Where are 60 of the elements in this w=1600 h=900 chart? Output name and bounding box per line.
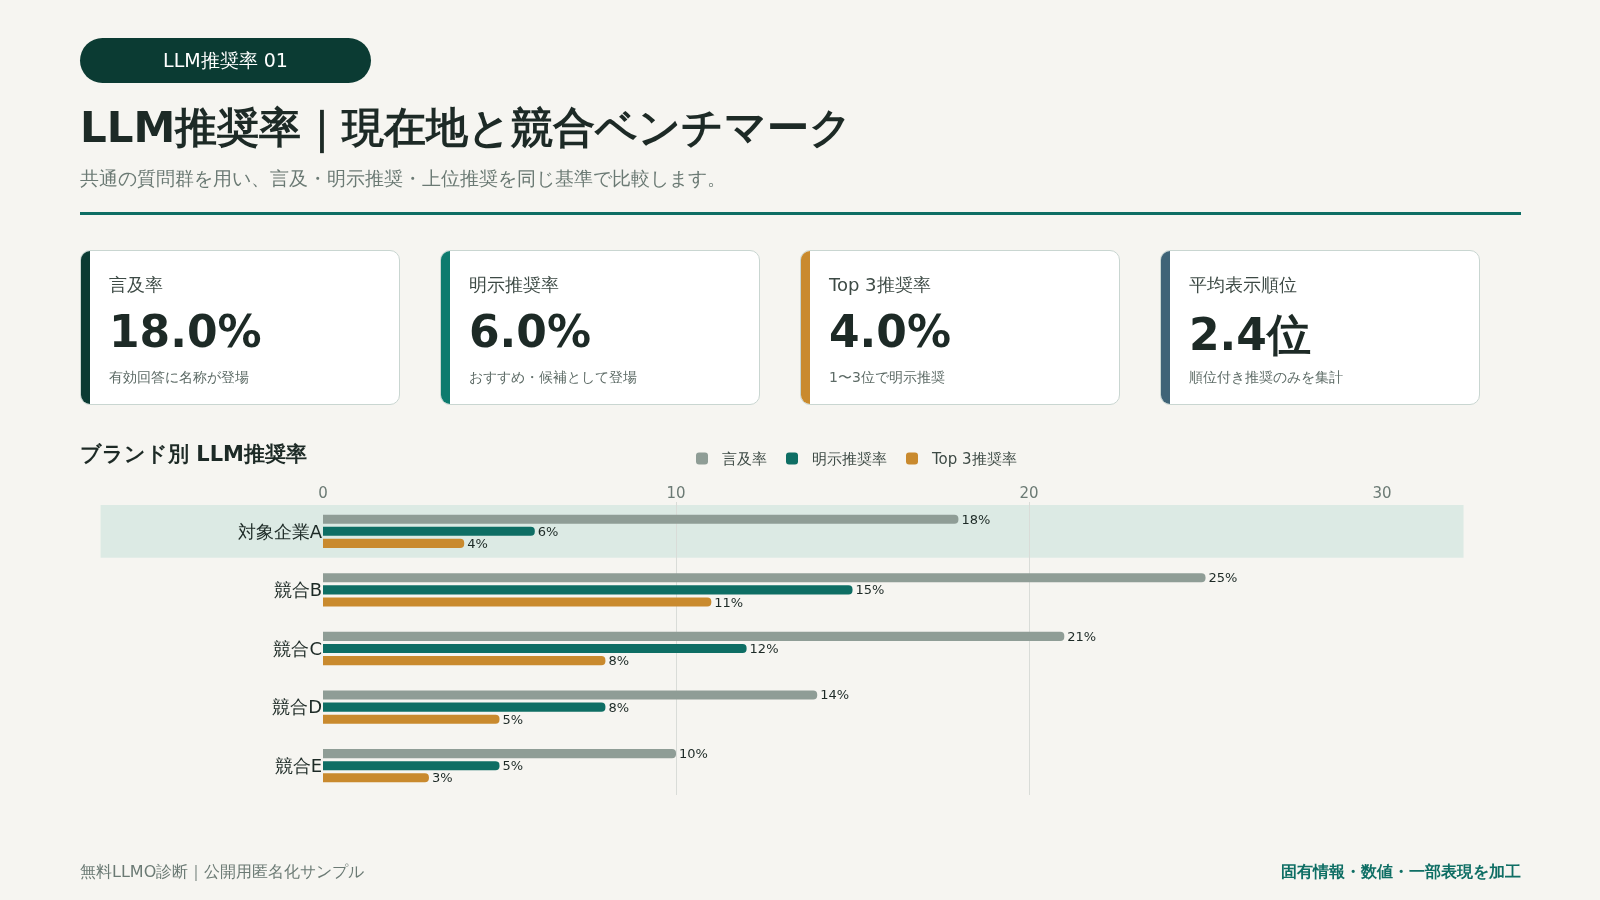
text: 順位付き推奨のみを集計: [1189, 369, 1343, 387]
legend-label: 言及率: [722, 450, 767, 469]
data-label: 3%: [431, 770, 453, 786]
text: 2.4位: [1189, 308, 1311, 362]
data-label: 5%: [502, 758, 524, 774]
data-label: 11%: [714, 594, 744, 610]
data-label: 12%: [749, 641, 779, 656]
x-tick-label: 10: [666, 484, 686, 502]
x-tick-label: 30: [1372, 484, 1392, 502]
text: おすすめ・候補として登場: [469, 369, 637, 387]
data-label: 10%: [679, 746, 708, 762]
legend-label: 明示推奨率: [812, 450, 887, 469]
bar: [323, 631, 1065, 641]
data-label: 4%: [467, 535, 488, 551]
data-label: 21%: [1067, 628, 1097, 644]
text: 18.0%: [109, 306, 262, 357]
bar: [323, 514, 959, 524]
bar: [323, 643, 747, 654]
text: 4.0%: [829, 306, 952, 357]
bar: [323, 597, 712, 607]
data-label: 8%: [608, 699, 630, 715]
bar: [323, 749, 676, 759]
x-tick-label: 20: [1019, 484, 1039, 502]
bar: [323, 702, 606, 712]
bar: [323, 714, 500, 724]
bar: [323, 585, 853, 595]
text: LLM推奨率 01: [80, 38, 371, 83]
text: 明示推奨率: [469, 273, 559, 297]
bar: [323, 526, 535, 536]
y-tick-label: 対象企業A: [237, 520, 323, 542]
data-label: 8%: [608, 653, 630, 669]
data-label: 18%: [961, 511, 991, 527]
text: 6.0%: [469, 306, 592, 357]
data-label: 6%: [537, 523, 559, 539]
text: 1〜3位で明示推奨: [829, 369, 945, 387]
data-label: 25%: [1208, 570, 1238, 586]
bar: [323, 773, 429, 783]
bar: [323, 573, 1206, 583]
text: 有効回答に名称が登場: [109, 369, 249, 387]
bar: [323, 538, 465, 548]
y-tick-label: 競合B: [273, 579, 322, 601]
y-tick-label: 競合E: [274, 755, 322, 776]
y-tick-label: 競合C: [273, 637, 322, 659]
text: Top 3推奨率: [829, 273, 931, 297]
data-label: 14%: [820, 687, 850, 703]
text: 固有情報・数値・一部表現を加工: [1281, 862, 1521, 883]
legend-label: Top 3推奨率: [931, 450, 1017, 469]
bar: [323, 656, 606, 666]
bar: [323, 761, 500, 771]
text: LLM推奨率｜現在地と競合ベンチマーク: [80, 102, 853, 155]
data-label: 5%: [502, 711, 524, 727]
data-label: 15%: [855, 582, 885, 598]
y-tick-label: 競合D: [272, 696, 322, 718]
chart-title: ブランド別 LLM推奨率: [80, 441, 307, 468]
bar: [323, 690, 818, 700]
x-tick-label: 0: [318, 484, 328, 502]
text: 平均表示順位: [1189, 273, 1297, 297]
text: 言及率: [109, 273, 163, 297]
text: 無料LLMO診断｜公開用匿名化サンプル: [80, 862, 365, 883]
text: 共通の質問群を用い、言及・明示推奨・上位推奨を同じ基準で比較します。: [80, 166, 726, 191]
